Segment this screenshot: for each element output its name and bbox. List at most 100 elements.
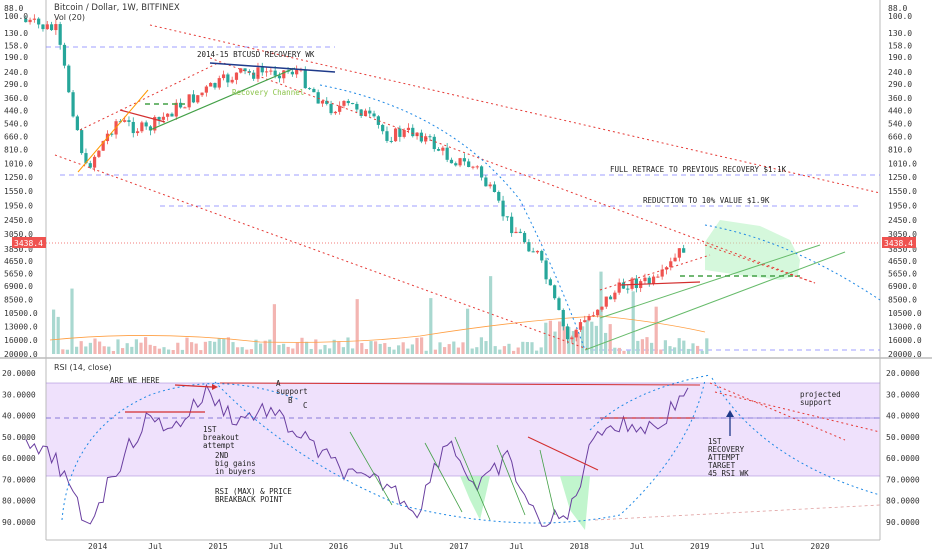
candle-body-16 bbox=[92, 156, 97, 168]
candle-body-17 bbox=[97, 150, 101, 157]
volume-bar-116 bbox=[585, 319, 589, 354]
candle-body-72 bbox=[333, 111, 337, 114]
annotation-are-we-here: ARE WE HERE bbox=[110, 376, 160, 385]
candle-body-139 bbox=[621, 282, 626, 289]
candle-body-135 bbox=[604, 296, 608, 307]
recovery-top-blue bbox=[209, 62, 336, 73]
price-tick-right-4: 190.0 bbox=[888, 53, 912, 62]
volume-bar-73 bbox=[387, 346, 391, 354]
candle-body-55 bbox=[260, 67, 264, 73]
volume-bar-10 bbox=[98, 341, 102, 354]
volume-bar-31 bbox=[194, 343, 198, 354]
volume-bar-78 bbox=[410, 344, 414, 354]
price-tick-left-25: 16000.0 bbox=[4, 336, 38, 345]
volume-bar-18 bbox=[134, 339, 138, 354]
candle-body-85 bbox=[389, 140, 393, 142]
candle-body-45 bbox=[217, 78, 221, 88]
price-tick-left-0: 88.0 bbox=[4, 4, 23, 13]
candle-body-37 bbox=[183, 107, 187, 109]
rsi-tick-left-4: 60.0000 bbox=[2, 454, 36, 463]
candle-body-20 bbox=[110, 133, 114, 135]
x-tick-11: Jul bbox=[750, 542, 765, 550]
volume-bar-17 bbox=[130, 346, 134, 354]
volume-bar-120 bbox=[604, 332, 608, 354]
volume-bar-64 bbox=[346, 337, 350, 354]
annotation-breakout-1: 1ST bbox=[203, 425, 217, 434]
candle-body-106 bbox=[479, 166, 484, 178]
candle-body-60 bbox=[282, 70, 286, 79]
price-tick-left-23: 10500.0 bbox=[4, 309, 38, 318]
volume-bar-59 bbox=[323, 344, 327, 354]
candle-body-67 bbox=[312, 88, 316, 93]
volume-bar-51 bbox=[286, 346, 290, 354]
price-tick-right-21: 6900.0 bbox=[888, 282, 917, 291]
projected-green-zone bbox=[705, 220, 800, 280]
volume-bar-82 bbox=[429, 298, 433, 354]
volume-bar-98 bbox=[502, 346, 506, 354]
volume-bar-121 bbox=[608, 324, 612, 354]
candle-body-151 bbox=[673, 257, 677, 262]
annotation-rsi-max-1: RSI (MAX) & PRICE bbox=[215, 487, 292, 496]
volume-bar-68 bbox=[364, 349, 368, 354]
candle-body-3 bbox=[37, 18, 41, 25]
rsi-tick-right-5: 70.0000 bbox=[886, 475, 920, 484]
volume-bar-114 bbox=[576, 332, 580, 354]
candle-body-70 bbox=[325, 100, 329, 104]
price-tick-right-14: 1550.0 bbox=[888, 187, 917, 196]
rsi-tick-left-3: 50.0000 bbox=[2, 433, 36, 442]
candle-body-140 bbox=[626, 288, 630, 290]
volume-bar-85 bbox=[443, 347, 447, 354]
volume-bar-15 bbox=[121, 348, 125, 354]
volume-bar-40 bbox=[236, 347, 240, 354]
candle-body-94 bbox=[428, 136, 432, 138]
volume-ma-line bbox=[49, 315, 706, 343]
price-tick-right-22: 8500.0 bbox=[888, 295, 917, 304]
candle-body-128 bbox=[574, 329, 578, 338]
volume-bar-20 bbox=[144, 337, 148, 354]
volume-bar-107 bbox=[544, 322, 548, 354]
volume-bar-27 bbox=[176, 342, 180, 354]
rsi-green-4 bbox=[496, 444, 526, 516]
rsi-green-2 bbox=[424, 442, 463, 513]
candle-body-142 bbox=[634, 278, 638, 289]
candle-body-31 bbox=[157, 116, 161, 120]
candle-body-53 bbox=[252, 72, 256, 79]
candle-body-138 bbox=[617, 282, 621, 293]
rsi-tick-right-7: 90.0000 bbox=[886, 518, 920, 527]
price-tick-left-6: 290.0 bbox=[4, 80, 28, 89]
volume-bar-19 bbox=[139, 342, 143, 354]
candle-body-120 bbox=[540, 250, 544, 261]
candle-body-26 bbox=[135, 131, 140, 134]
volume-bar-12 bbox=[107, 346, 111, 354]
volume-bar-4 bbox=[70, 288, 74, 354]
candle-body-8 bbox=[58, 24, 62, 45]
candle-body-93 bbox=[424, 136, 428, 142]
volume-bar-125 bbox=[627, 350, 631, 354]
candle-body-134 bbox=[600, 306, 604, 310]
volume-bar-140 bbox=[696, 345, 700, 354]
price-tick-right-8: 440.0 bbox=[888, 107, 912, 116]
candle-body-103 bbox=[467, 161, 471, 168]
x-tick-5: Jul bbox=[389, 542, 404, 550]
volume-bar-50 bbox=[282, 343, 286, 354]
volume-bar-21 bbox=[148, 344, 152, 354]
candle-body-4 bbox=[41, 24, 45, 30]
annotation-b: B bbox=[288, 396, 293, 405]
volume-bar-136 bbox=[677, 338, 681, 354]
volume-bar-55 bbox=[305, 341, 309, 354]
candle-body-14 bbox=[84, 153, 88, 164]
volume-bar-26 bbox=[171, 350, 175, 354]
arrow-are-we-here-head bbox=[212, 384, 218, 390]
candle-body-118 bbox=[531, 251, 535, 253]
candle-body-144 bbox=[643, 277, 647, 282]
candle-body-24 bbox=[127, 120, 131, 122]
volume-bar-131 bbox=[654, 306, 658, 354]
volume-bar-100 bbox=[512, 350, 516, 354]
candle-body-9 bbox=[62, 44, 67, 66]
volume-bar-135 bbox=[673, 347, 677, 354]
candle-body-150 bbox=[669, 261, 673, 268]
candle-body-1 bbox=[28, 19, 32, 23]
rsi-tick-right-1: 30.0000 bbox=[886, 390, 920, 399]
